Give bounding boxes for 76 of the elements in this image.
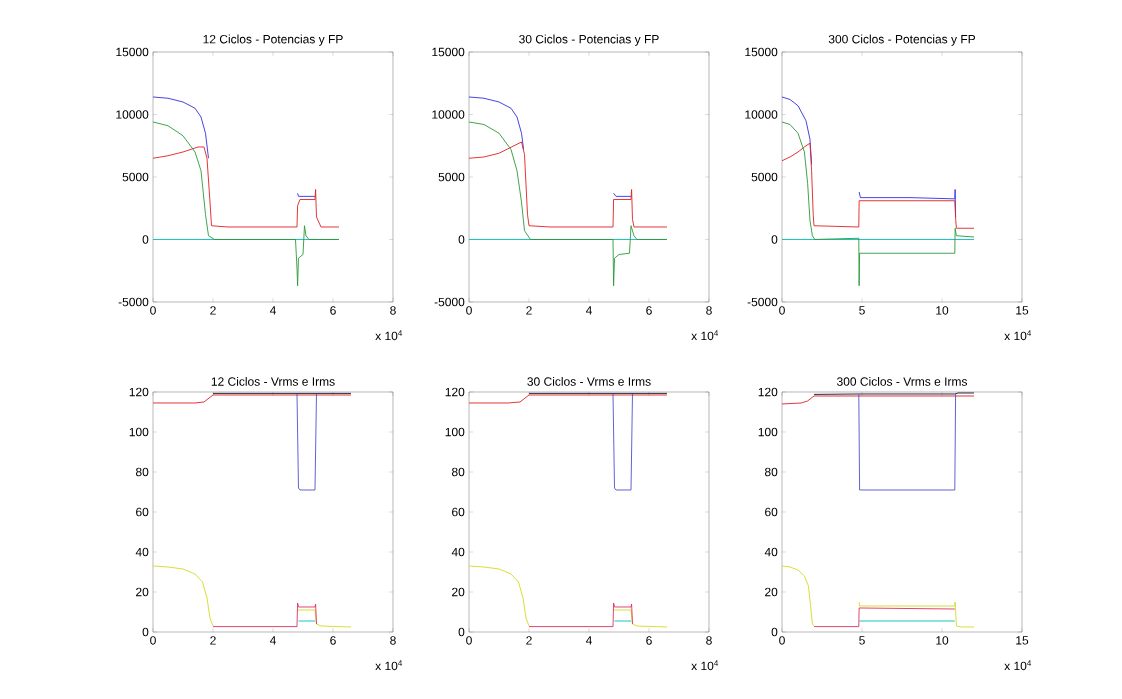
chart-title: 30 Ciclos - Potencias y FP — [519, 34, 659, 46]
y-tick-label: 5000 — [751, 172, 778, 182]
y-tick-label: 0 — [771, 235, 778, 244]
y-tick-label: 20 — [452, 587, 465, 597]
chart-title: 300 Ciclos - Potencias y FP — [828, 34, 976, 46]
x-tick-label: 15 — [1016, 636, 1029, 645]
y-tick-label: -5000 — [118, 297, 149, 307]
y-tick-label: 0 — [458, 627, 465, 637]
y-tick-label: 15000 — [116, 47, 149, 57]
y-tick-label: 60 — [136, 507, 149, 517]
y-tick-label: 80 — [764, 467, 778, 477]
x-tick-label: 2 — [210, 636, 216, 645]
x-tick-label: 2 — [526, 636, 532, 645]
y-tick-label: 120 — [758, 387, 778, 397]
y-tick-label: 40 — [451, 547, 465, 557]
x-tick-label: 6 — [646, 636, 652, 645]
x-tick-label: 8 — [390, 636, 396, 645]
y-tick-label: 80 — [451, 467, 465, 477]
x-tick-label: 8 — [706, 306, 712, 315]
y-tick-label: 60 — [452, 507, 465, 517]
x-axis-title: x 10$^{4}$ — [1004, 330, 1032, 341]
x-tick-label: 0 — [779, 306, 785, 315]
y-tick-label: 40 — [135, 547, 149, 557]
y-tick-label: 15000 — [432, 47, 465, 57]
y-tick-label: 10000 — [116, 110, 149, 119]
y-tick-label: 15000 — [745, 47, 778, 57]
chart-title: 12 Ciclos - Vrms e Irms — [211, 376, 335, 386]
x-axis-title: x 10$^{4}$ — [375, 330, 403, 341]
x-tick-label: 8 — [706, 636, 712, 645]
x-tick-label: 5 — [859, 306, 865, 315]
y-tick-label: -5000 — [434, 297, 465, 307]
y-tick-label: 120 — [129, 387, 149, 397]
x-tick-label: 8 — [390, 306, 396, 315]
x-tick-label: 6 — [330, 636, 336, 645]
x-tick-label: 10 — [936, 636, 949, 645]
chart-title: 30 Ciclos - Vrms e Irms — [527, 376, 651, 386]
x-axis-title: x 10$^{4}$ — [1004, 660, 1032, 671]
x-tick-label: 0 — [779, 636, 785, 645]
y-tick-label: 60 — [765, 507, 778, 517]
y-tick-label: 100 — [445, 427, 465, 437]
x-axis-title: x 10$^{4}$ — [691, 660, 719, 671]
y-tick-label: 20 — [136, 587, 149, 597]
y-tick-label: 40 — [764, 547, 778, 557]
x-tick-label: 5 — [859, 636, 865, 645]
y-tick-label: 0 — [458, 235, 465, 244]
x-tick-label: 15 — [1016, 306, 1029, 315]
x-tick-label: 2 — [210, 306, 216, 315]
x-axis-title: x 10$^{4}$ — [691, 330, 719, 341]
x-tick-label: 0 — [150, 306, 156, 315]
x-tick-label: 4 — [585, 306, 592, 315]
y-tick-label: 5000 — [438, 172, 465, 182]
chart-title: 12 Ciclos - Potencias y FP — [203, 34, 343, 46]
y-tick-label: 120 — [445, 387, 465, 397]
y-tick-label: 20 — [765, 587, 778, 597]
y-tick-label: 10000 — [432, 110, 465, 119]
x-tick-label: 6 — [330, 306, 336, 315]
y-tick-label: 0 — [142, 627, 149, 637]
x-tick-label: 2 — [526, 306, 532, 315]
y-tick-label: 10000 — [745, 110, 778, 119]
y-tick-label: 100 — [758, 427, 778, 437]
x-tick-label: 0 — [150, 636, 156, 645]
y-tick-label: -5000 — [747, 297, 778, 307]
y-tick-label: 0 — [771, 627, 778, 637]
y-tick-label: 5000 — [122, 172, 149, 182]
x-tick-label: 0 — [466, 306, 472, 315]
x-tick-label: 4 — [585, 636, 592, 645]
x-axis-title: x 10$^{4}$ — [375, 660, 403, 671]
x-tick-label: 10 — [936, 306, 949, 315]
x-tick-label: 4 — [269, 636, 276, 645]
x-tick-label: 0 — [466, 636, 472, 645]
y-tick-label: 0 — [142, 235, 149, 244]
chart-title: 300 Ciclos - Vrms e Irms — [837, 376, 968, 386]
y-tick-label: 100 — [129, 427, 149, 437]
x-tick-label: 4 — [269, 306, 276, 315]
y-tick-label: 80 — [135, 467, 149, 477]
x-tick-label: 6 — [646, 306, 652, 315]
